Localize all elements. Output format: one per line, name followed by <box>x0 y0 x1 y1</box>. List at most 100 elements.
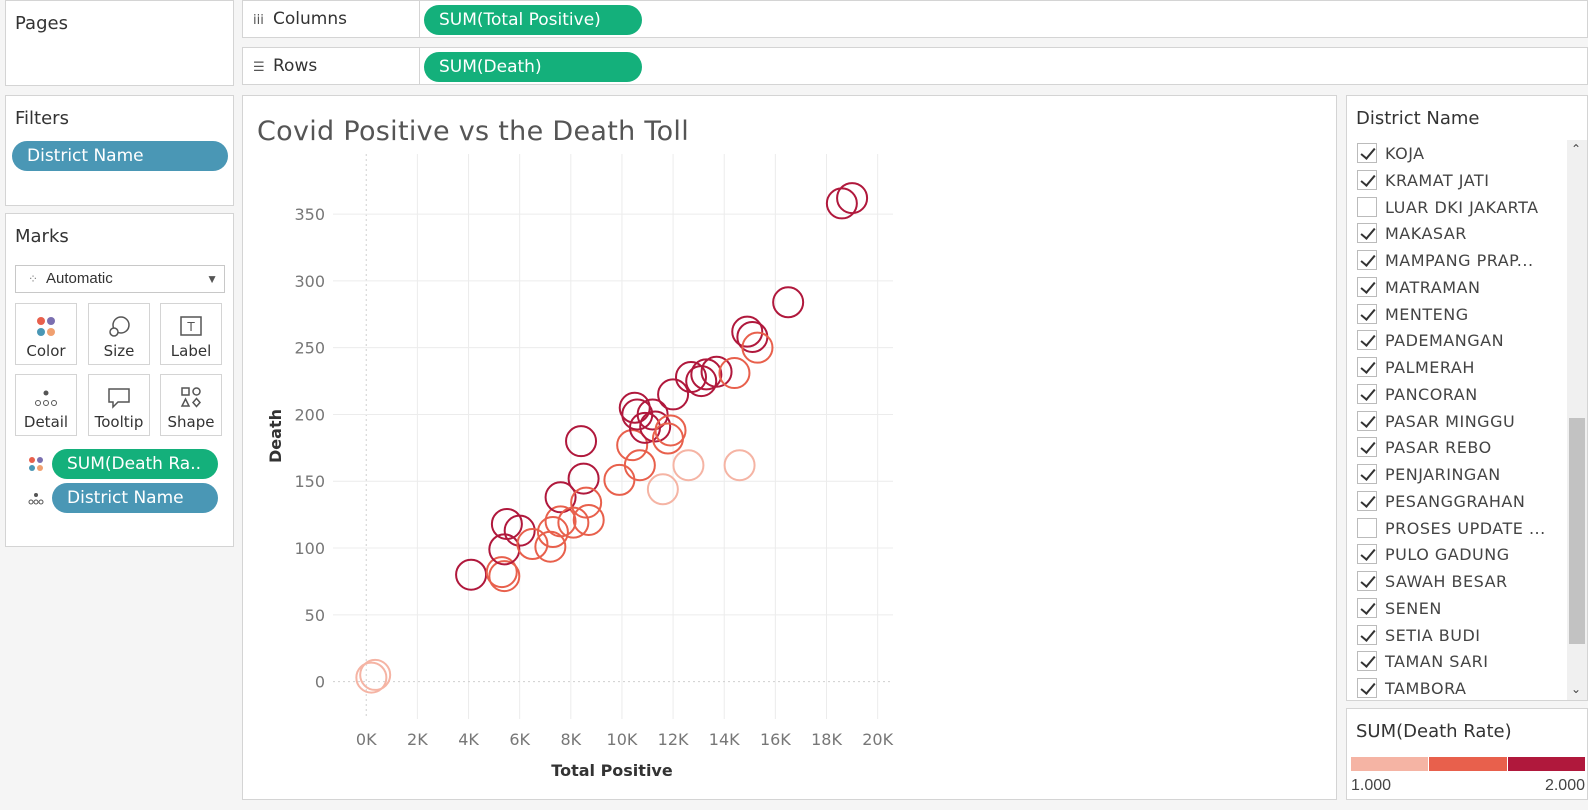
scatter-point[interactable] <box>654 414 687 447</box>
scatter-point[interactable] <box>836 182 869 215</box>
legend-checkbox[interactable] <box>1357 303 1377 324</box>
detail-button[interactable]: Detail <box>15 374 77 436</box>
scatter-point[interactable] <box>557 506 590 539</box>
rows-shelf[interactable]: SUM(Death) <box>419 47 1588 85</box>
legend-checkbox[interactable] <box>1357 357 1377 377</box>
legend-checkbox[interactable] <box>1357 490 1377 511</box>
legend-checkbox[interactable] <box>1357 196 1377 217</box>
legend-item[interactable]: SAWAH BESAR <box>1357 568 1557 594</box>
legend-checkbox[interactable] <box>1357 410 1377 431</box>
legend-item[interactable]: PANCORAN <box>1357 381 1557 407</box>
legend-checkbox[interactable] <box>1357 597 1377 618</box>
scatter-point[interactable] <box>488 560 521 593</box>
scatter-point[interactable] <box>516 528 549 561</box>
scatter-point[interactable] <box>646 473 679 506</box>
legend-checkbox[interactable] <box>1357 624 1377 645</box>
scatter-point[interactable] <box>536 516 569 549</box>
detail-pill-district-name[interactable]: District Name <box>52 483 218 513</box>
scatter-point[interactable] <box>567 462 600 495</box>
legend-checkbox[interactable] <box>1357 464 1377 484</box>
scatter-point[interactable] <box>544 481 577 514</box>
legend-item[interactable]: KRAMAT JATI <box>1357 167 1557 193</box>
legend-item[interactable]: SENEN <box>1357 595 1557 621</box>
scatter-point[interactable] <box>657 378 690 411</box>
scatter-point[interactable] <box>772 286 805 319</box>
legend-item[interactable]: PALMERAH <box>1357 354 1557 380</box>
scatter-point[interactable] <box>355 661 388 694</box>
scatter-point[interactable] <box>623 449 656 482</box>
legend-item[interactable]: TAMAN SARI <box>1357 648 1557 674</box>
columns-shelf[interactable]: SUM(Total Positive) <box>419 0 1588 38</box>
legend-checkbox[interactable] <box>1357 169 1377 190</box>
size-button[interactable]: Size <box>88 303 150 365</box>
legend-item[interactable]: PESANGGRAHAN <box>1357 488 1557 514</box>
legend-checkbox[interactable] <box>1357 143 1377 163</box>
legend-checkbox[interactable] <box>1357 223 1377 244</box>
svg-text:T: T <box>186 320 195 334</box>
scatter-point[interactable] <box>718 357 751 390</box>
rows-pill-death[interactable]: SUM(Death) <box>424 52 642 82</box>
color-button[interactable]: Color <box>15 303 77 365</box>
scatter-point[interactable] <box>359 658 392 691</box>
legend-item[interactable]: PASAR MINGGU <box>1357 408 1557 434</box>
shape-button[interactable]: Shape <box>160 374 222 436</box>
columns-pill-total-positive[interactable]: SUM(Total Positive) <box>424 5 642 35</box>
legend-item[interactable]: MAKASAR <box>1357 220 1557 246</box>
legend-item[interactable]: PROSES UPDATE ... <box>1357 515 1557 541</box>
scatter-point[interactable] <box>690 358 723 391</box>
scatter-point[interactable] <box>685 365 718 398</box>
legend-checkbox[interactable] <box>1357 651 1377 672</box>
legend-item[interactable]: PASAR REBO <box>1357 434 1557 460</box>
scatter-point[interactable] <box>700 355 733 388</box>
legend-checkbox[interactable] <box>1357 544 1377 565</box>
mark-type-dropdown[interactable]: ⁘ Automatic ▼ <box>15 265 225 293</box>
legend-item[interactable]: MATRAMAN <box>1357 274 1557 300</box>
legend-checkbox[interactable] <box>1357 250 1377 270</box>
scatter-point[interactable] <box>636 398 669 431</box>
scatter-point[interactable] <box>503 514 536 547</box>
legend-item[interactable]: LUAR DKI JAKARTA <box>1357 194 1557 220</box>
legend-item[interactable]: MAMPANG PRAP... <box>1357 247 1557 273</box>
scatter-point[interactable] <box>544 505 577 538</box>
scatter-point[interactable] <box>572 503 605 536</box>
scatter-point[interactable] <box>603 463 636 496</box>
scatter-point[interactable] <box>741 331 774 364</box>
columns-shelf-header: iii Columns <box>242 0 420 38</box>
legend-checkbox[interactable] <box>1357 678 1377 698</box>
scatter-point[interactable] <box>616 429 649 462</box>
scatter-point[interactable] <box>639 410 672 443</box>
color-button-label: Color <box>26 342 66 360</box>
legend-item[interactable]: KOJA <box>1357 140 1557 166</box>
scatter-point[interactable] <box>731 315 764 348</box>
scroll-up-icon[interactable]: ⌃ <box>1571 142 1582 156</box>
pages-title: Pages <box>15 13 68 34</box>
legend-item[interactable]: MENTENG <box>1357 301 1557 327</box>
legend-item[interactable]: SETIA BUDI <box>1357 622 1557 648</box>
scroll-down-icon[interactable]: ⌄ <box>1571 682 1582 696</box>
scatter-point[interactable] <box>485 556 518 589</box>
x-tick-label: 6K <box>509 730 530 749</box>
scatter-point[interactable] <box>570 486 603 519</box>
label-button[interactable]: T Label <box>160 303 222 365</box>
legend-item[interactable]: TAMBORA <box>1357 675 1557 701</box>
legend-item[interactable]: PADEMANGAN <box>1357 327 1557 353</box>
legend-checkbox[interactable] <box>1357 383 1377 404</box>
filter-pill-district-name[interactable]: District Name <box>12 141 228 171</box>
legend-item-label: PROSES UPDATE ... <box>1385 518 1546 538</box>
legend-item[interactable]: PENJARINGAN <box>1357 461 1557 487</box>
scatter-point[interactable] <box>672 449 705 482</box>
legend-checkbox[interactable] <box>1357 571 1377 591</box>
color-pill-death-rate[interactable]: SUM(Death Ra.. <box>52 449 218 479</box>
legend-scrollbar[interactable]: ⌃ ⌄ <box>1567 140 1587 700</box>
legend-checkbox[interactable] <box>1357 517 1377 538</box>
legend-checkbox[interactable] <box>1357 437 1377 458</box>
legend-checkbox[interactable] <box>1357 330 1377 351</box>
scroll-thumb[interactable] <box>1569 418 1585 644</box>
tooltip-button[interactable]: Tooltip <box>88 374 150 436</box>
scatter-point[interactable] <box>723 449 756 482</box>
legend-checkbox[interactable] <box>1357 276 1377 297</box>
legend-item[interactable]: PULO GADUNG <box>1357 541 1557 567</box>
scatter-point[interactable] <box>565 425 598 458</box>
legend-item-label: PESANGGRAHAN <box>1385 491 1526 511</box>
scatter-point[interactable] <box>455 558 488 591</box>
